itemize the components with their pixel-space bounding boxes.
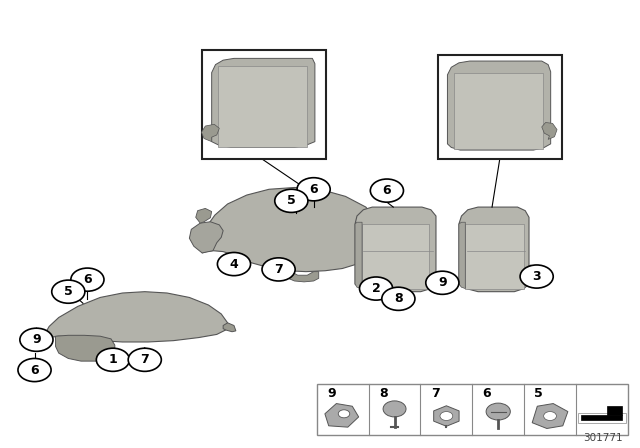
Polygon shape xyxy=(189,222,223,253)
Polygon shape xyxy=(527,265,536,274)
Text: 7: 7 xyxy=(274,263,283,276)
Text: 5: 5 xyxy=(64,285,73,298)
Text: 301771: 301771 xyxy=(583,433,623,443)
Circle shape xyxy=(486,403,510,420)
Text: 9: 9 xyxy=(327,387,336,400)
Circle shape xyxy=(128,348,161,371)
Text: 1: 1 xyxy=(109,353,117,366)
Polygon shape xyxy=(459,222,465,289)
Bar xyxy=(202,50,326,159)
Polygon shape xyxy=(24,334,43,349)
Text: 6: 6 xyxy=(483,387,492,400)
Text: 2: 2 xyxy=(372,282,380,295)
Polygon shape xyxy=(196,208,212,223)
Circle shape xyxy=(71,268,104,291)
Polygon shape xyxy=(607,406,622,415)
Text: 9: 9 xyxy=(438,276,447,289)
Circle shape xyxy=(382,287,415,310)
Text: 8: 8 xyxy=(394,292,403,305)
Text: 9: 9 xyxy=(32,333,41,346)
Circle shape xyxy=(18,358,51,382)
Circle shape xyxy=(218,253,250,276)
Bar xyxy=(454,73,543,149)
Polygon shape xyxy=(202,188,380,271)
Bar xyxy=(465,224,524,289)
Circle shape xyxy=(97,348,129,371)
Polygon shape xyxy=(447,61,550,150)
Text: 6: 6 xyxy=(309,183,318,196)
Text: 8: 8 xyxy=(379,387,388,400)
Polygon shape xyxy=(40,292,228,346)
Polygon shape xyxy=(325,404,358,427)
Bar xyxy=(362,224,429,289)
Text: 6: 6 xyxy=(383,184,391,197)
Polygon shape xyxy=(459,207,529,292)
Polygon shape xyxy=(56,335,115,361)
Circle shape xyxy=(426,271,459,294)
Text: 7: 7 xyxy=(140,353,149,366)
Polygon shape xyxy=(355,222,362,289)
Circle shape xyxy=(371,179,403,202)
Circle shape xyxy=(440,412,452,421)
Polygon shape xyxy=(541,122,557,139)
Text: 6: 6 xyxy=(83,273,92,286)
Polygon shape xyxy=(202,124,220,142)
Text: 7: 7 xyxy=(431,387,440,400)
Text: 5: 5 xyxy=(287,194,296,207)
Circle shape xyxy=(275,189,308,212)
Text: 5: 5 xyxy=(534,387,543,400)
Circle shape xyxy=(262,258,295,281)
Polygon shape xyxy=(532,404,568,428)
Circle shape xyxy=(520,265,553,288)
Polygon shape xyxy=(434,406,459,426)
Polygon shape xyxy=(223,323,236,332)
Polygon shape xyxy=(355,207,436,292)
Bar xyxy=(438,55,562,159)
Circle shape xyxy=(543,412,556,421)
Polygon shape xyxy=(582,415,622,421)
Bar xyxy=(218,66,307,146)
Circle shape xyxy=(52,280,85,303)
Circle shape xyxy=(360,277,393,300)
Text: 6: 6 xyxy=(30,363,39,376)
Polygon shape xyxy=(288,271,319,282)
Bar xyxy=(317,384,628,435)
Circle shape xyxy=(297,178,330,201)
Polygon shape xyxy=(212,58,315,147)
Text: 4: 4 xyxy=(230,258,238,271)
Text: 3: 3 xyxy=(532,270,541,283)
Circle shape xyxy=(339,410,349,418)
Circle shape xyxy=(20,328,53,351)
Circle shape xyxy=(383,401,406,417)
